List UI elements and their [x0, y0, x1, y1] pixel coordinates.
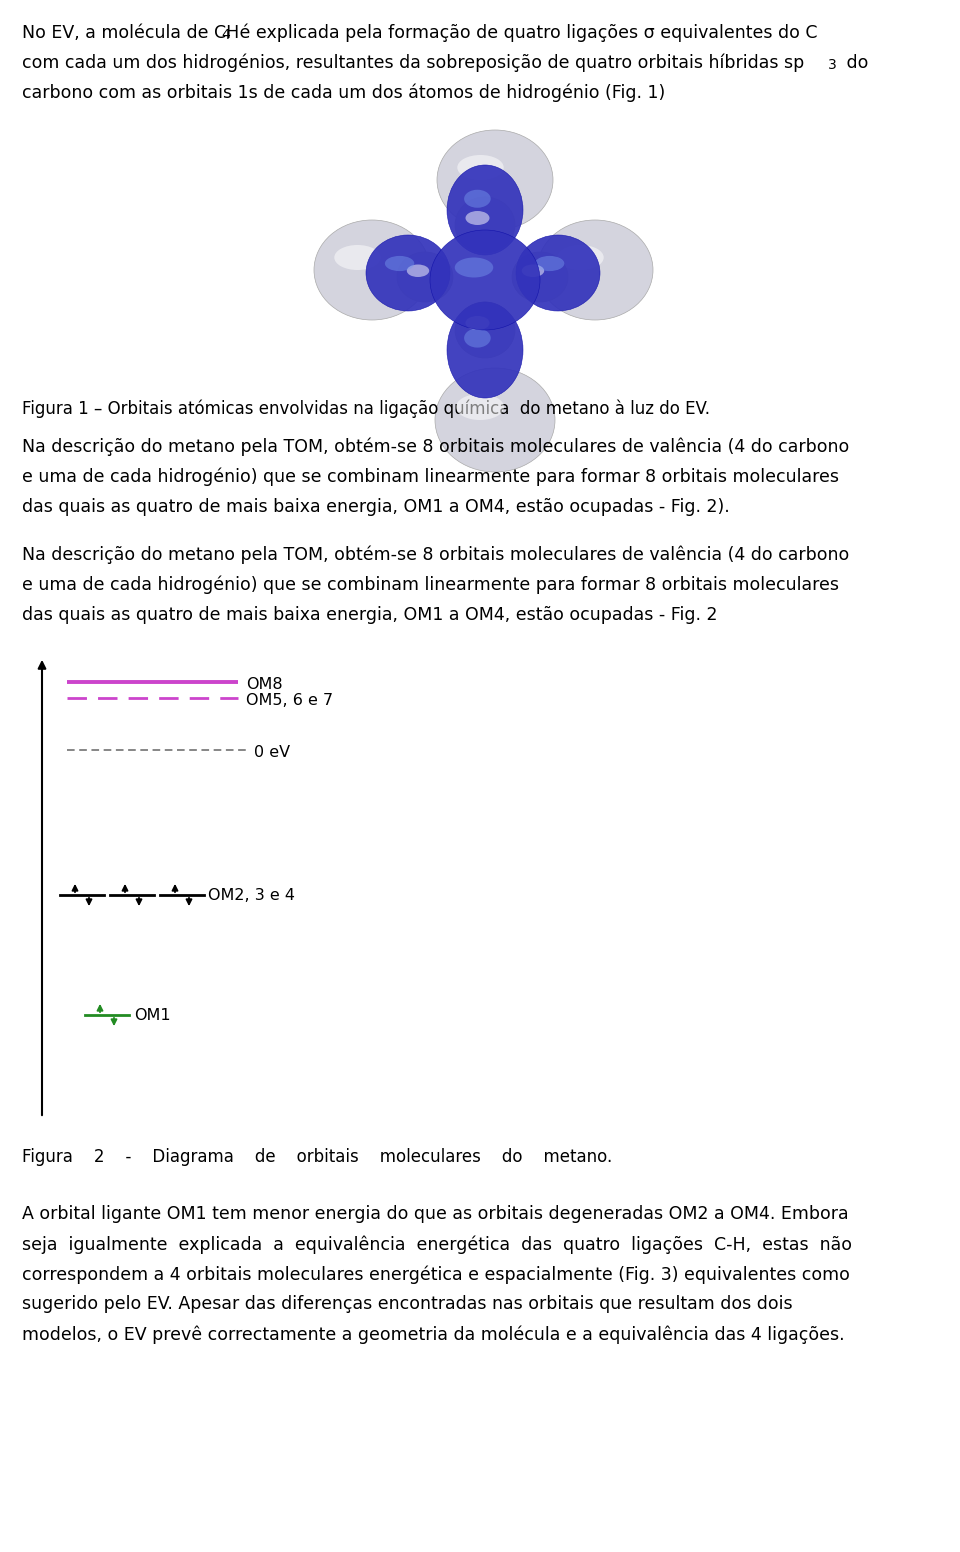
Text: das quais as quatro de mais baixa energia, OM1 a OM4, estão ocupadas - Fig. 2).: das quais as quatro de mais baixa energi…	[22, 498, 730, 515]
Text: correspondem a 4 orbitais moleculares energética e espacialmente (Fig. 3) equiva: correspondem a 4 orbitais moleculares en…	[22, 1265, 850, 1284]
Ellipse shape	[334, 245, 381, 270]
Ellipse shape	[314, 220, 430, 320]
Ellipse shape	[366, 234, 450, 310]
Text: 3: 3	[828, 57, 837, 71]
Ellipse shape	[437, 130, 553, 230]
Text: No EV, a molécula de CH: No EV, a molécula de CH	[22, 23, 239, 42]
Ellipse shape	[464, 329, 491, 348]
Ellipse shape	[457, 155, 504, 180]
Ellipse shape	[516, 234, 600, 310]
Ellipse shape	[522, 264, 544, 276]
Text: OM5, 6 e 7: OM5, 6 e 7	[246, 694, 333, 708]
Ellipse shape	[466, 317, 490, 331]
Text: OM2, 3 e 4: OM2, 3 e 4	[208, 888, 295, 903]
Text: A orbital ligante OM1 tem menor energia do que as orbitais degeneradas OM2 a OM4: A orbital ligante OM1 tem menor energia …	[22, 1204, 849, 1223]
Ellipse shape	[407, 264, 429, 276]
Ellipse shape	[385, 256, 415, 272]
Text: é explicada pela formação de quatro ligações σ equivalentes do C: é explicada pela formação de quatro liga…	[234, 23, 818, 42]
Text: carbono com as orbitais 1s de cada um dos átomos de hidrogénio (Fig. 1): carbono com as orbitais 1s de cada um do…	[22, 84, 665, 102]
Text: OM1: OM1	[134, 1007, 171, 1023]
Text: Na descrição do metano pela TOM, obtém-se 8 orbitais moleculares de valência (4 : Na descrição do metano pela TOM, obtém-s…	[22, 438, 850, 456]
Ellipse shape	[455, 197, 515, 253]
Ellipse shape	[455, 303, 515, 359]
Ellipse shape	[535, 256, 564, 272]
Text: 0 eV: 0 eV	[254, 745, 290, 760]
Ellipse shape	[466, 211, 490, 225]
Ellipse shape	[447, 165, 523, 255]
Text: e uma de cada hidrogénio) que se combinam linearmente para formar 8 orbitais mol: e uma de cada hidrogénio) que se combina…	[22, 469, 839, 486]
Text: Figura    2    -    Diagrama    de    orbitais    moleculares    do    metano.: Figura 2 - Diagrama de orbitais molecula…	[22, 1148, 612, 1166]
Text: Figura 1 – Orbitais atómicas envolvidas na ligação química  do metano à luz do E: Figura 1 – Orbitais atómicas envolvidas …	[22, 400, 710, 419]
Ellipse shape	[397, 251, 453, 303]
Text: OM8: OM8	[246, 677, 282, 692]
Text: 4: 4	[221, 28, 229, 42]
Text: sugerido pelo EV. Apesar das diferenças encontradas nas orbitais que resultam do: sugerido pelo EV. Apesar das diferenças …	[22, 1294, 793, 1313]
Ellipse shape	[447, 303, 523, 397]
Ellipse shape	[430, 230, 540, 331]
Ellipse shape	[435, 368, 555, 472]
Ellipse shape	[537, 220, 653, 320]
Text: modelos, o EV prevê correctamente a geometria da molécula e a equivalência das 4: modelos, o EV prevê correctamente a geom…	[22, 1325, 845, 1344]
Ellipse shape	[456, 394, 504, 421]
Ellipse shape	[464, 189, 491, 208]
Text: do: do	[841, 54, 869, 71]
Text: com cada um dos hidrogénios, resultantes da sobreposição de quatro orbitais híbr: com cada um dos hidrogénios, resultantes…	[22, 54, 804, 73]
Text: seja  igualmente  explicada  a  equivalência  energética  das  quatro  ligações : seja igualmente explicada a equivalência…	[22, 1235, 852, 1254]
Text: Na descrição do metano pela TOM, obtém-se 8 orbitais moleculares de valência (4 : Na descrição do metano pela TOM, obtém-s…	[22, 546, 850, 565]
Ellipse shape	[455, 258, 493, 278]
Text: e uma de cada hidrogénio) que se combinam linearmente para formar 8 orbitais mol: e uma de cada hidrogénio) que se combina…	[22, 576, 839, 594]
Ellipse shape	[512, 251, 568, 303]
Ellipse shape	[558, 245, 604, 270]
Text: das quais as quatro de mais baixa energia, OM1 a OM4, estão ocupadas - Fig. 2: das quais as quatro de mais baixa energi…	[22, 605, 717, 624]
